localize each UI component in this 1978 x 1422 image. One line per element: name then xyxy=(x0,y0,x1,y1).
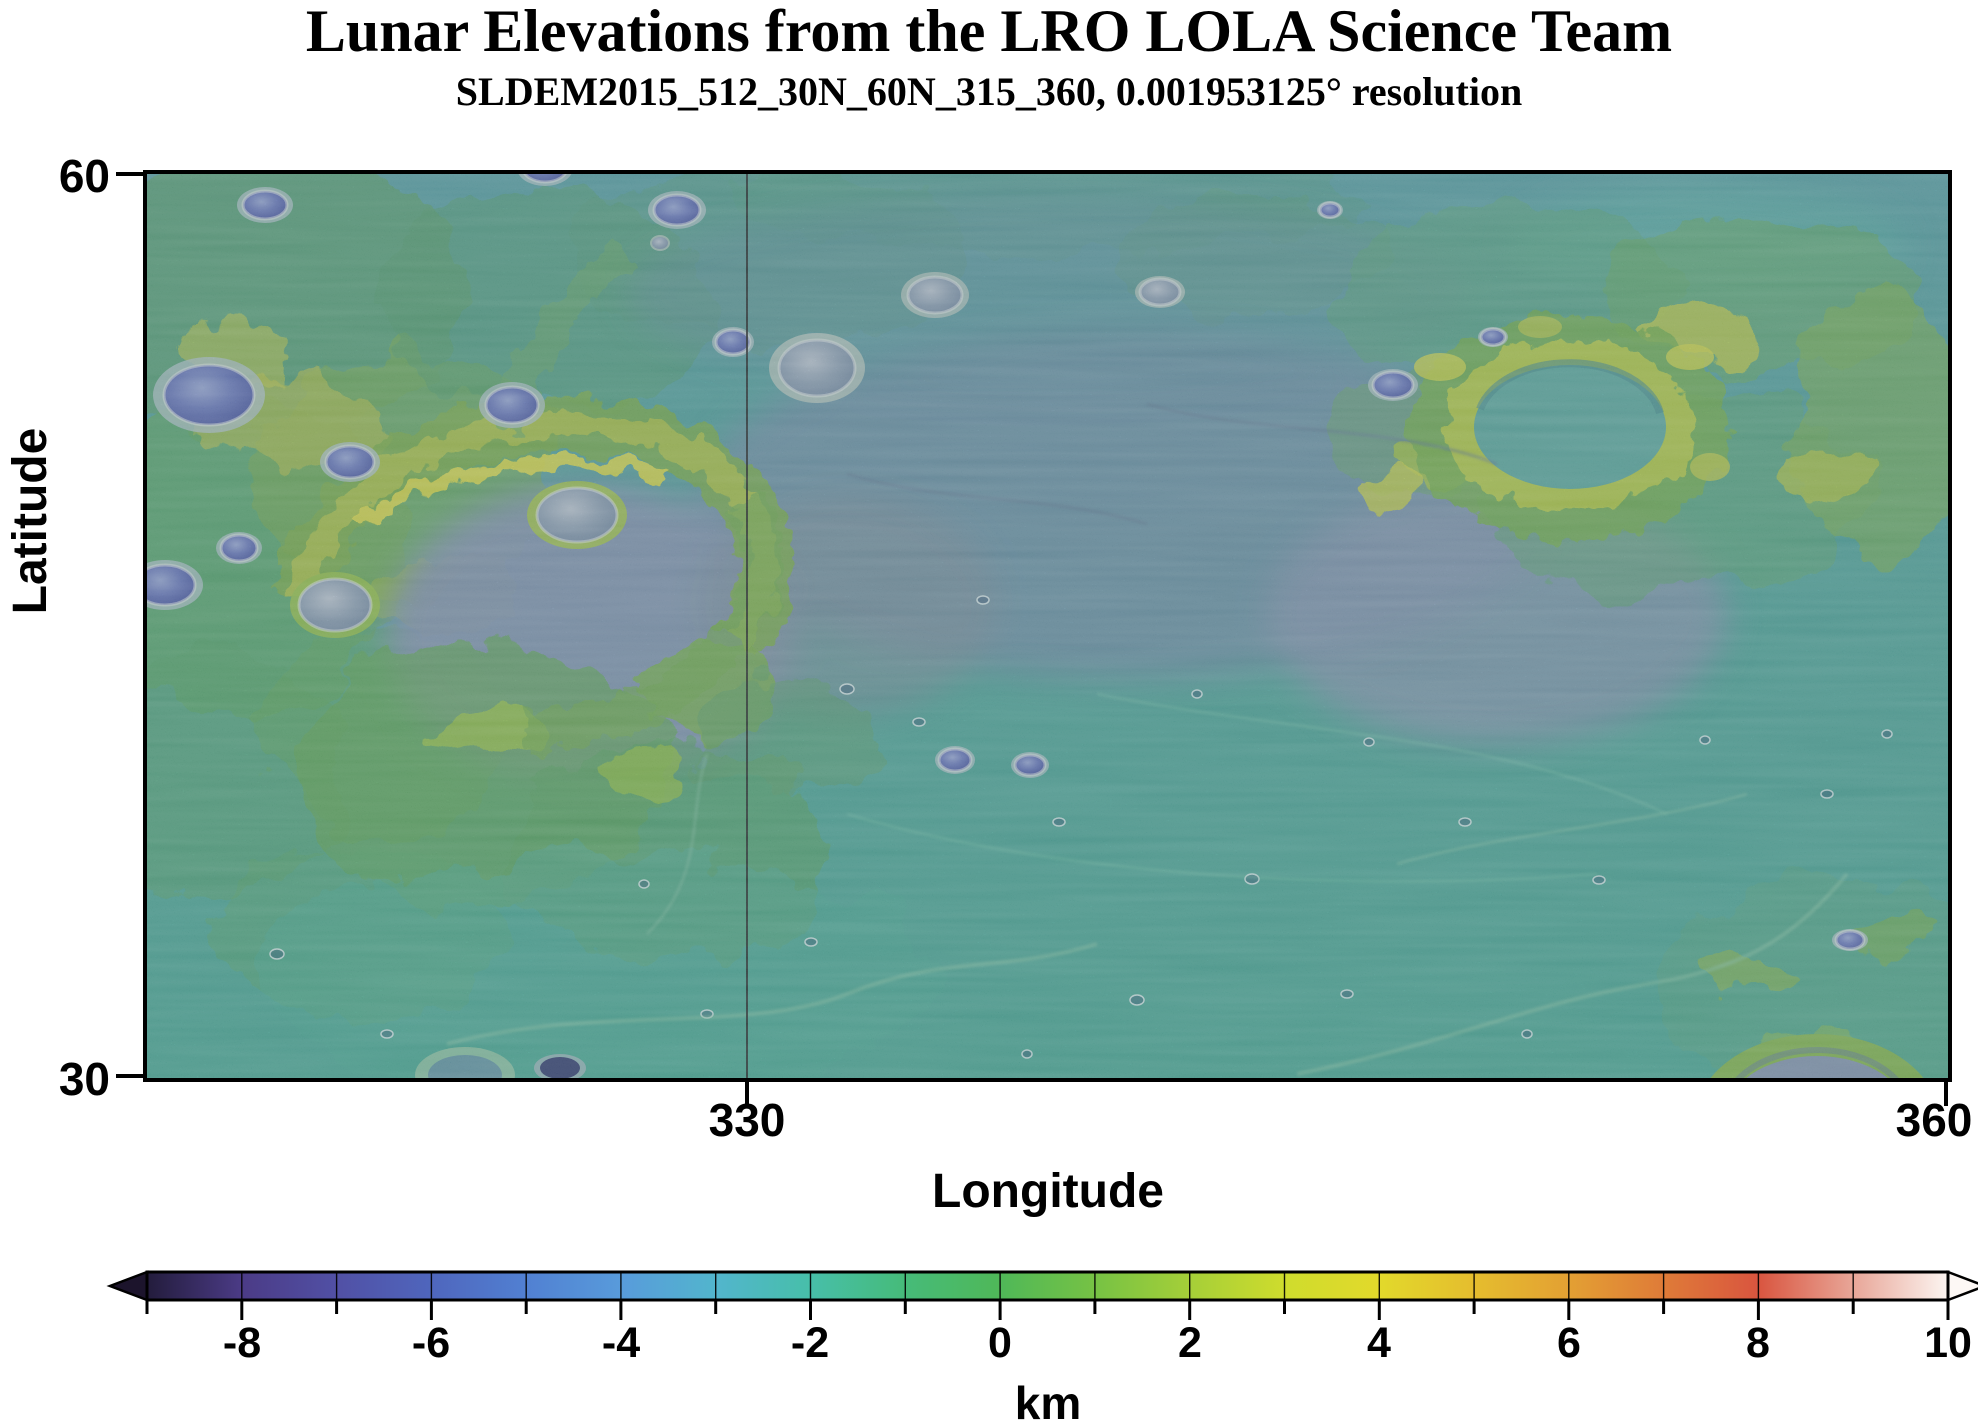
x-tick-330 xyxy=(745,1082,749,1106)
colorbar-ticks xyxy=(145,1300,1950,1320)
x-tick-label-360: 360 xyxy=(1895,1094,1973,1146)
colorbar-tick-label: -6 xyxy=(411,1319,451,1367)
colorbar-gradient xyxy=(147,1272,1948,1300)
x-axis-label: Longitude xyxy=(932,1165,1164,1218)
y-tick-30 xyxy=(116,1074,144,1078)
figure-title: Lunar Elevations from the LRO LOLA Scien… xyxy=(305,0,1673,64)
colorbar-border xyxy=(145,1270,1950,1302)
colorbar-tick-label: 8 xyxy=(1746,1319,1770,1367)
x-tick-360 xyxy=(1944,1082,1948,1106)
colorbar-over-arrow xyxy=(1946,1270,1978,1302)
colorbar-unit-label: km xyxy=(1014,1377,1082,1422)
elevation-map xyxy=(147,174,1948,1078)
relief-streaks xyxy=(147,174,1948,1078)
colorbar-tick-label: -8 xyxy=(222,1319,262,1367)
map-frame xyxy=(143,170,1952,1082)
colorbar-tick-label: 4 xyxy=(1367,1319,1391,1367)
figure-subtitle: SLDEM2015_512_30N_60N_315_360, 0.0019531… xyxy=(455,69,1523,114)
colorbar-tick-label: -4 xyxy=(601,1319,641,1367)
colorbar xyxy=(106,1270,1978,1320)
colorbar-tick-label: 0 xyxy=(988,1319,1012,1367)
colorbar-tick-label: -2 xyxy=(790,1319,830,1367)
y-tick-label-30: 30 xyxy=(58,1053,110,1105)
y-axis-label: Latitude xyxy=(4,427,57,615)
colorbar-tick-label: 2 xyxy=(1178,1319,1202,1367)
colorbar-tick-label: 6 xyxy=(1557,1319,1581,1367)
colorbar-under-arrow xyxy=(106,1270,149,1302)
y-tick-60 xyxy=(116,172,144,176)
y-tick-label-60: 60 xyxy=(58,150,110,202)
colorbar-dividers xyxy=(241,1273,1854,1299)
x-tick-label-330: 330 xyxy=(708,1094,786,1146)
colorbar-tick-label: 10 xyxy=(1924,1319,1972,1367)
